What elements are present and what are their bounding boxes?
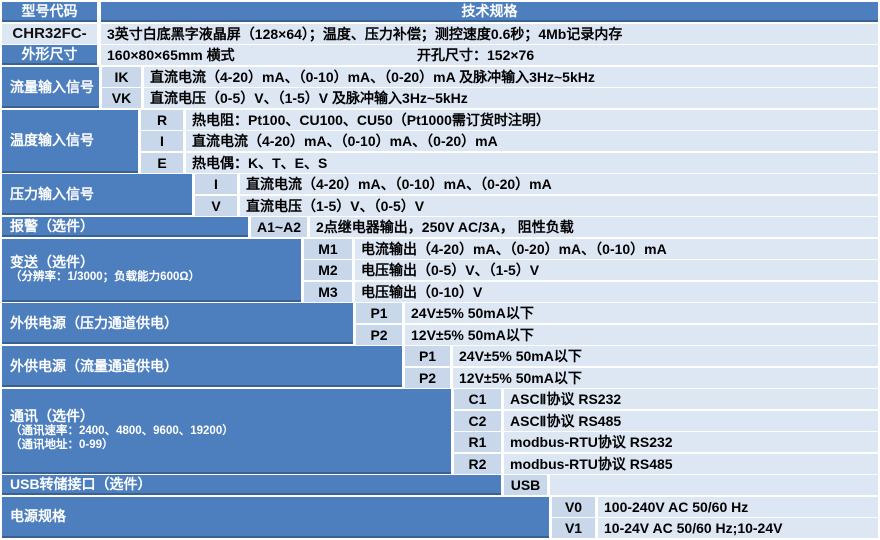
dimensions-size: 160×80×65mm 横式 xyxy=(107,46,235,63)
option-code: P1 xyxy=(405,346,450,366)
option-code: V xyxy=(195,196,237,216)
section-transmit-label: 变送（选件） （分辨率：1/3000；负载能力600Ω） xyxy=(2,239,301,302)
option-desc: 10-24V AC 50/60 Hz;10-24V xyxy=(598,518,878,538)
section-ext-power-pressure-label: 外供电源（压力通道供电） xyxy=(2,303,353,344)
section-transmit-note: （分辨率：1/3000；负载能力600Ω） xyxy=(10,270,201,283)
option-desc: ASCⅡ协议 RS485 xyxy=(504,411,878,431)
option-desc: 电压输出（0-10）V xyxy=(355,282,878,302)
option-desc: 直流电流（4-20）mA、（0-10）mA、（0-20）mA xyxy=(240,174,878,194)
option-code: C1 xyxy=(454,389,501,409)
dimensions-value: 160×80×65mm 横式 开孔尺寸：152×76 xyxy=(101,45,878,65)
option-desc: 电压输出（0-5）V、（1-5）V xyxy=(355,260,878,280)
option-code: R2 xyxy=(454,454,501,474)
option-desc: 直流电流（4-20）mA、（0-10）mA、（0-20）mA xyxy=(186,131,878,151)
option-desc xyxy=(550,475,878,495)
section-flow-input-label: 流量输入信号 xyxy=(2,67,99,108)
option-desc: 电流输出（4-20）mA、（0-20）mA、（0-10）mA xyxy=(355,239,878,259)
option-desc: 2点继电器输出，250V AC/3A， 阻性负载 xyxy=(310,217,878,237)
option-code: R1 xyxy=(454,432,501,452)
option-desc: 24V±5% 50mA以下 xyxy=(453,346,878,366)
option-code: P1 xyxy=(356,303,402,323)
section-temp-input-label: 温度输入信号 xyxy=(2,110,138,173)
option-desc: ASCⅡ协议 RS232 xyxy=(504,389,878,409)
option-code: USB xyxy=(504,475,547,495)
model-desc: 3英寸白底黑字液晶屏（128×64）；温度、压力补偿；测控速度0.6秒；4Mb记… xyxy=(101,24,878,44)
option-code: I xyxy=(195,174,237,194)
section-power-spec-label: 电源规格 xyxy=(2,497,549,538)
model-code-header: 型号代码 xyxy=(2,2,97,22)
option-code: M1 xyxy=(304,239,352,259)
option-desc: 12V±5% 50mA以下 xyxy=(453,368,878,388)
model-code-value: CHR32FC- xyxy=(2,24,97,44)
tech-spec-header: 技术规格 xyxy=(101,2,878,22)
option-code: A1~A2 xyxy=(251,217,307,237)
option-code: E xyxy=(141,153,183,173)
option-code: M3 xyxy=(304,282,352,302)
option-code: M2 xyxy=(304,260,352,280)
option-desc: 直流电流（4-20）mA、（0-10）mA、（0-20）mA 及脉冲输入3Hz~… xyxy=(144,67,878,87)
option-code: V1 xyxy=(552,518,595,538)
option-desc: 热电阻：Pt100、CU100、CU50（Pt1000需订货时注明） xyxy=(186,110,878,130)
option-code: R xyxy=(141,110,183,130)
section-alarm-label: 报警（选件） xyxy=(2,217,248,237)
option-code: P2 xyxy=(405,368,450,388)
option-desc: 24V±5% 50mA以下 xyxy=(405,303,878,323)
dimensions-label: 外形尺寸 xyxy=(2,45,97,65)
option-code: C2 xyxy=(454,411,501,431)
section-transmit-title: 变送（选件） xyxy=(10,253,94,270)
section-comm-baud-note: （通讯速率：2400、4800、9600、19200） xyxy=(10,424,234,437)
section-usb-label: USB转储接口（选件） xyxy=(2,475,501,495)
section-comm-label: 通讯（选件） （通讯速率：2400、4800、9600、19200） （通讯地址… xyxy=(2,389,451,474)
option-code: IK xyxy=(102,67,141,87)
section-comm-title: 通讯（选件） xyxy=(10,408,94,425)
section-comm-addr-note: （通讯地址：0-99） xyxy=(10,438,114,451)
section-ext-power-flow-label: 外供电源（流量通道供电） xyxy=(2,346,402,387)
option-desc: 直流电压（0-5）V、（1-5）V 及脉冲输入3Hz~5kHz xyxy=(144,88,878,108)
option-desc: 热电偶：K、T、E、S xyxy=(186,153,878,173)
option-desc: modbus-RTU协议 RS232 xyxy=(504,432,878,452)
option-code: P2 xyxy=(356,325,402,345)
option-desc: 12V±5% 50mA以下 xyxy=(405,325,878,345)
dimensions-cutout: 开孔尺寸：152×76 xyxy=(417,46,535,63)
option-desc: modbus-RTU协议 RS485 xyxy=(504,454,878,474)
section-pressure-input-label: 压力输入信号 xyxy=(2,174,192,215)
option-desc: 100-240V AC 50/60 Hz xyxy=(598,497,878,517)
option-desc: 直流电压（1-5）V、（0-5）V xyxy=(240,196,878,216)
option-code: V0 xyxy=(552,497,595,517)
option-code: VK xyxy=(102,88,141,108)
option-code: I xyxy=(141,131,183,151)
